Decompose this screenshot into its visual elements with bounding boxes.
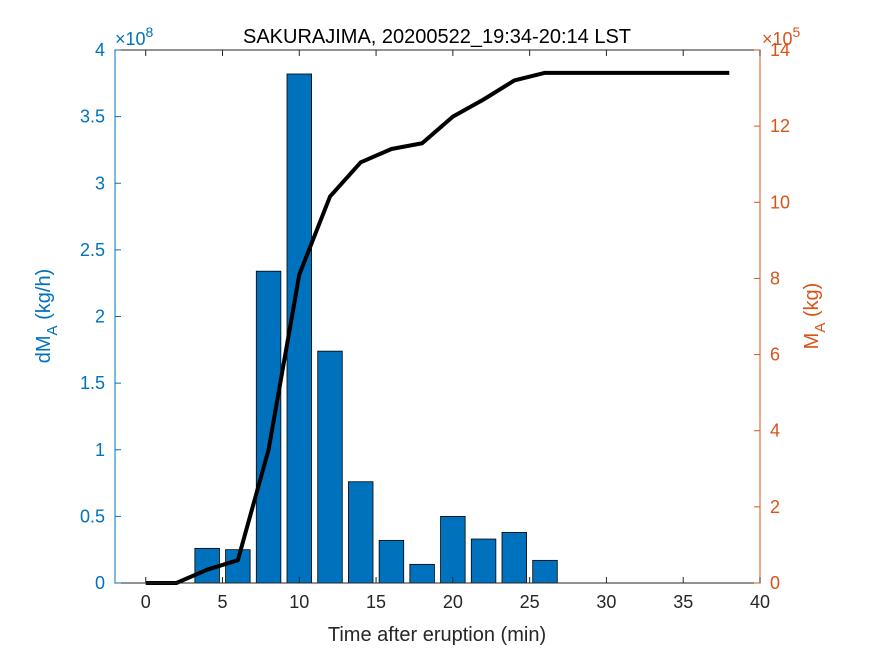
left-tick-label: 0 (95, 573, 105, 593)
x-axis-label: Time after eruption (min) (328, 624, 546, 646)
bar (409, 563, 435, 584)
right-tick-label: 10 (770, 192, 790, 212)
left-axis-label: dMA (kg/h) (33, 269, 61, 364)
x-tick-label: 30 (596, 592, 616, 612)
bar (348, 481, 374, 584)
right-tick-label: 6 (770, 345, 780, 365)
x-tick-label: 40 (750, 592, 770, 612)
bar (255, 270, 282, 584)
right-tick-label: 4 (770, 421, 780, 441)
x-tick-label: 5 (217, 592, 227, 612)
plot-area (115, 50, 760, 583)
right-axis-exponent: ×105 (762, 24, 801, 49)
bar (501, 531, 527, 584)
right-tick-label: 14 (770, 40, 790, 60)
left-axis-exponent: ×108 (115, 24, 154, 49)
chart-title: SAKURAJIMA, 20200522_19:34-20:14 LST (243, 26, 631, 48)
right-axis-label: MA (kg) (801, 283, 829, 350)
bar (532, 559, 558, 584)
x-tick-label: 15 (366, 592, 386, 612)
left-tick-label: 0.5 (80, 506, 105, 526)
bar (317, 350, 343, 584)
x-tick-label: 25 (520, 592, 540, 612)
right-axis-ticks: 0 2 4 6 8 10 12 14 (754, 40, 790, 593)
left-tick-label: 2.5 (80, 240, 105, 260)
left-tick-label: 3 (95, 173, 105, 193)
bar (378, 539, 405, 584)
x-tick-label: 10 (289, 592, 309, 612)
left-tick-label: 2 (95, 307, 105, 327)
left-tick-label: 4 (95, 40, 105, 60)
right-tick-label: 2 (770, 497, 780, 517)
bar (440, 515, 466, 584)
right-tick-label: 12 (770, 116, 790, 136)
left-tick-label: 3.5 (80, 107, 105, 127)
x-tick-label: 0 (141, 592, 151, 612)
x-axis-ticks: 0 5 10 15 20 25 30 35 40 (141, 50, 770, 612)
left-tick-label: 1.5 (80, 373, 105, 393)
x-tick-label: 20 (443, 592, 463, 612)
left-tick-label: 1 (95, 440, 105, 460)
bar-series (194, 73, 558, 584)
cumulative-mass-line (145, 70, 730, 585)
bar (470, 538, 497, 584)
right-tick-label: 0 (770, 573, 780, 593)
x-tick-label: 35 (673, 592, 693, 612)
right-tick-label: 8 (770, 268, 780, 288)
left-axis-ticks: 0 0.5 1 1.5 2 2.5 3 3.5 4 (80, 40, 121, 593)
